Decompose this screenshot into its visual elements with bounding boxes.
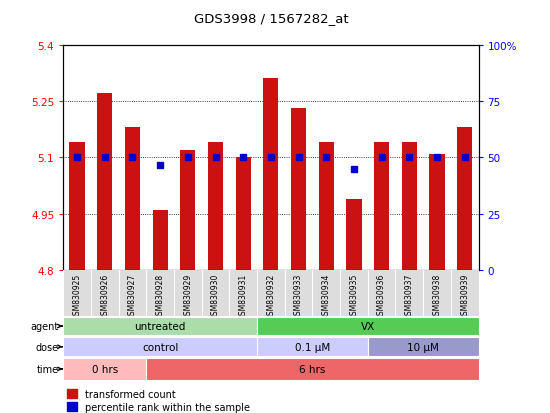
Bar [402,143,417,271]
Bar [318,143,334,271]
Bar [152,211,168,271]
Bar [257,338,368,356]
Text: GSM830930: GSM830930 [211,273,220,319]
Text: control: control [142,342,178,352]
Bar [430,154,444,271]
Text: GSM830929: GSM830929 [183,273,192,319]
Text: 0 hrs: 0 hrs [92,364,118,374]
Bar [235,158,251,271]
Bar [97,94,112,271]
Text: GSM830935: GSM830935 [349,273,359,319]
Text: GDS3998 / 1567282_at: GDS3998 / 1567282_at [194,12,348,25]
Text: 10 μM: 10 μM [407,342,439,352]
Text: dose: dose [36,342,59,352]
Bar [368,338,478,356]
Bar [346,199,361,271]
Bar [457,128,472,271]
Text: 0.1 μM: 0.1 μM [295,342,330,352]
Text: GSM830932: GSM830932 [266,273,276,319]
Text: VX: VX [361,321,375,331]
Bar [63,338,257,356]
Bar [146,358,478,380]
Bar [180,150,195,271]
Bar [263,79,278,271]
Text: GSM830937: GSM830937 [405,273,414,319]
Legend: transformed count, percentile rank within the sample: transformed count, percentile rank withi… [63,385,254,413]
Text: GSM830933: GSM830933 [294,273,303,319]
Text: GSM830938: GSM830938 [432,273,442,319]
Bar [291,109,306,271]
Bar [63,358,146,380]
Bar [63,317,257,335]
Text: GSM830927: GSM830927 [128,273,137,319]
Bar [257,317,478,335]
Text: agent: agent [31,321,59,331]
Text: untreated: untreated [134,321,186,331]
Text: 6 hrs: 6 hrs [299,364,326,374]
Bar [69,143,85,271]
Bar [125,128,140,271]
Text: GSM830926: GSM830926 [100,273,109,319]
Text: GSM830936: GSM830936 [377,273,386,319]
Text: time: time [37,364,59,374]
Text: GSM830925: GSM830925 [73,273,81,319]
Text: GSM830939: GSM830939 [460,273,469,319]
Bar [374,143,389,271]
Text: GSM830934: GSM830934 [322,273,331,319]
Bar [208,143,223,271]
Text: GSM830928: GSM830928 [156,273,164,319]
Text: GSM830931: GSM830931 [239,273,248,319]
